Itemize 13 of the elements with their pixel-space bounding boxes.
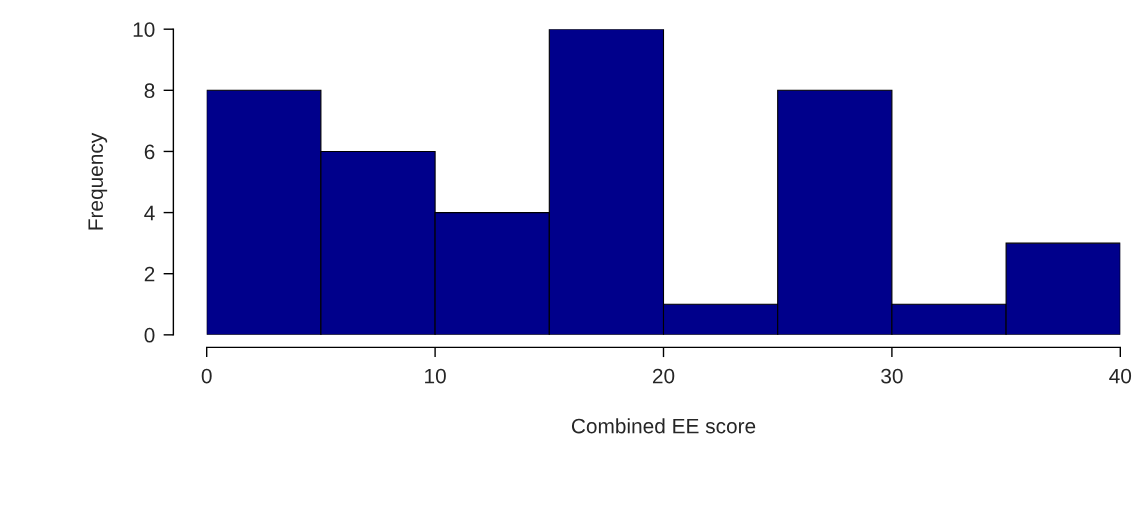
x-tick-label: 0 (201, 368, 212, 384)
y-tick-label: 4 (144, 205, 155, 221)
x-tick-label: 10 (425, 368, 446, 384)
y-tick-label: 2 (144, 266, 155, 282)
y-tick-label: 8 (144, 83, 155, 99)
y-axis-title: Frequency (88, 132, 108, 230)
x-tick-label: 20 (652, 368, 675, 384)
x-tick-label: 30 (881, 368, 903, 384)
y-tick-label: 0 (144, 327, 155, 343)
y-tick-label: 10 (133, 22, 155, 37)
y-tick-label: 6 (144, 144, 155, 160)
x-tick-label: 40 (1109, 368, 1132, 384)
x-axis-title: Combined EE score (571, 418, 756, 434)
